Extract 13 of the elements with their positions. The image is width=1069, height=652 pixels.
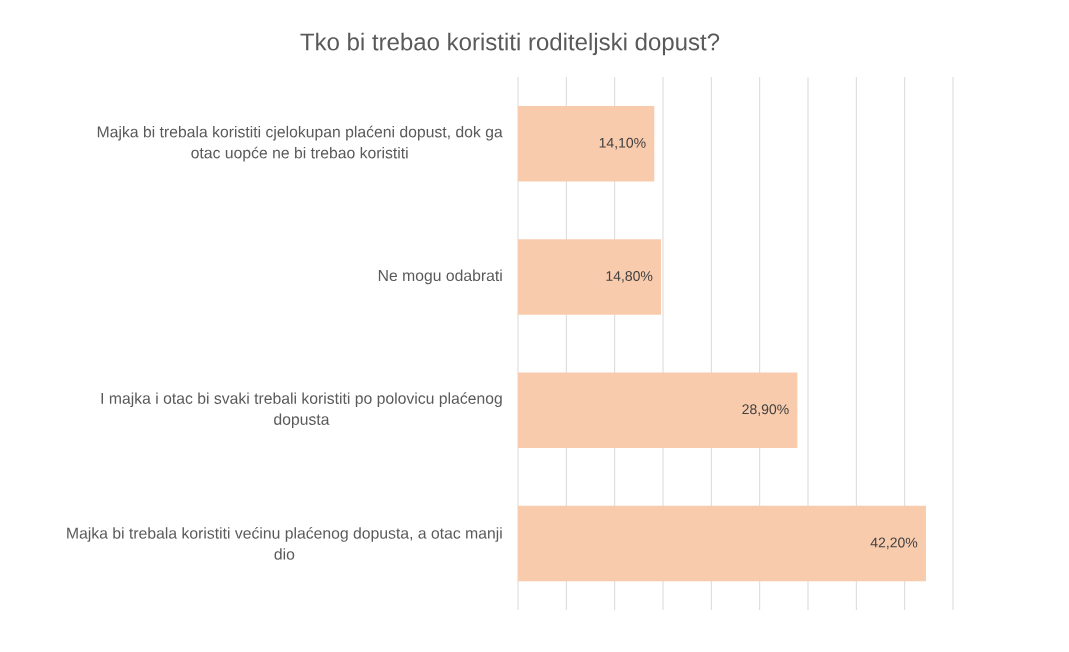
data-label: 42,20% bbox=[870, 537, 918, 550]
bar bbox=[518, 372, 798, 448]
data-label: 28,90% bbox=[742, 404, 789, 416]
bar bbox=[518, 239, 662, 315]
y-tick-label: Ne mogu odabrati bbox=[378, 269, 502, 285]
y-tick-label: I majka i otac bi svaki trebali koristiti po polovicu plaćenog dopusta bbox=[101, 392, 502, 429]
y-tick-label: Majka bi trebala koristiti većinu plaćenog dopusta, a otac manji dio bbox=[67, 527, 502, 560]
chart-title: Tko bi trebao koristiti roditeljski dopust? bbox=[300, 32, 720, 56]
data-label: 14,80% bbox=[606, 271, 653, 283]
bar bbox=[518, 505, 926, 582]
y-tick-label: Majka bi trebala koristiti cjelokupan plaćeni dopust, dok ga otac uopće ne bi trebao koristiti bbox=[97, 125, 503, 162]
bar bbox=[518, 105, 655, 182]
data-label: 14,10% bbox=[599, 137, 646, 150]
